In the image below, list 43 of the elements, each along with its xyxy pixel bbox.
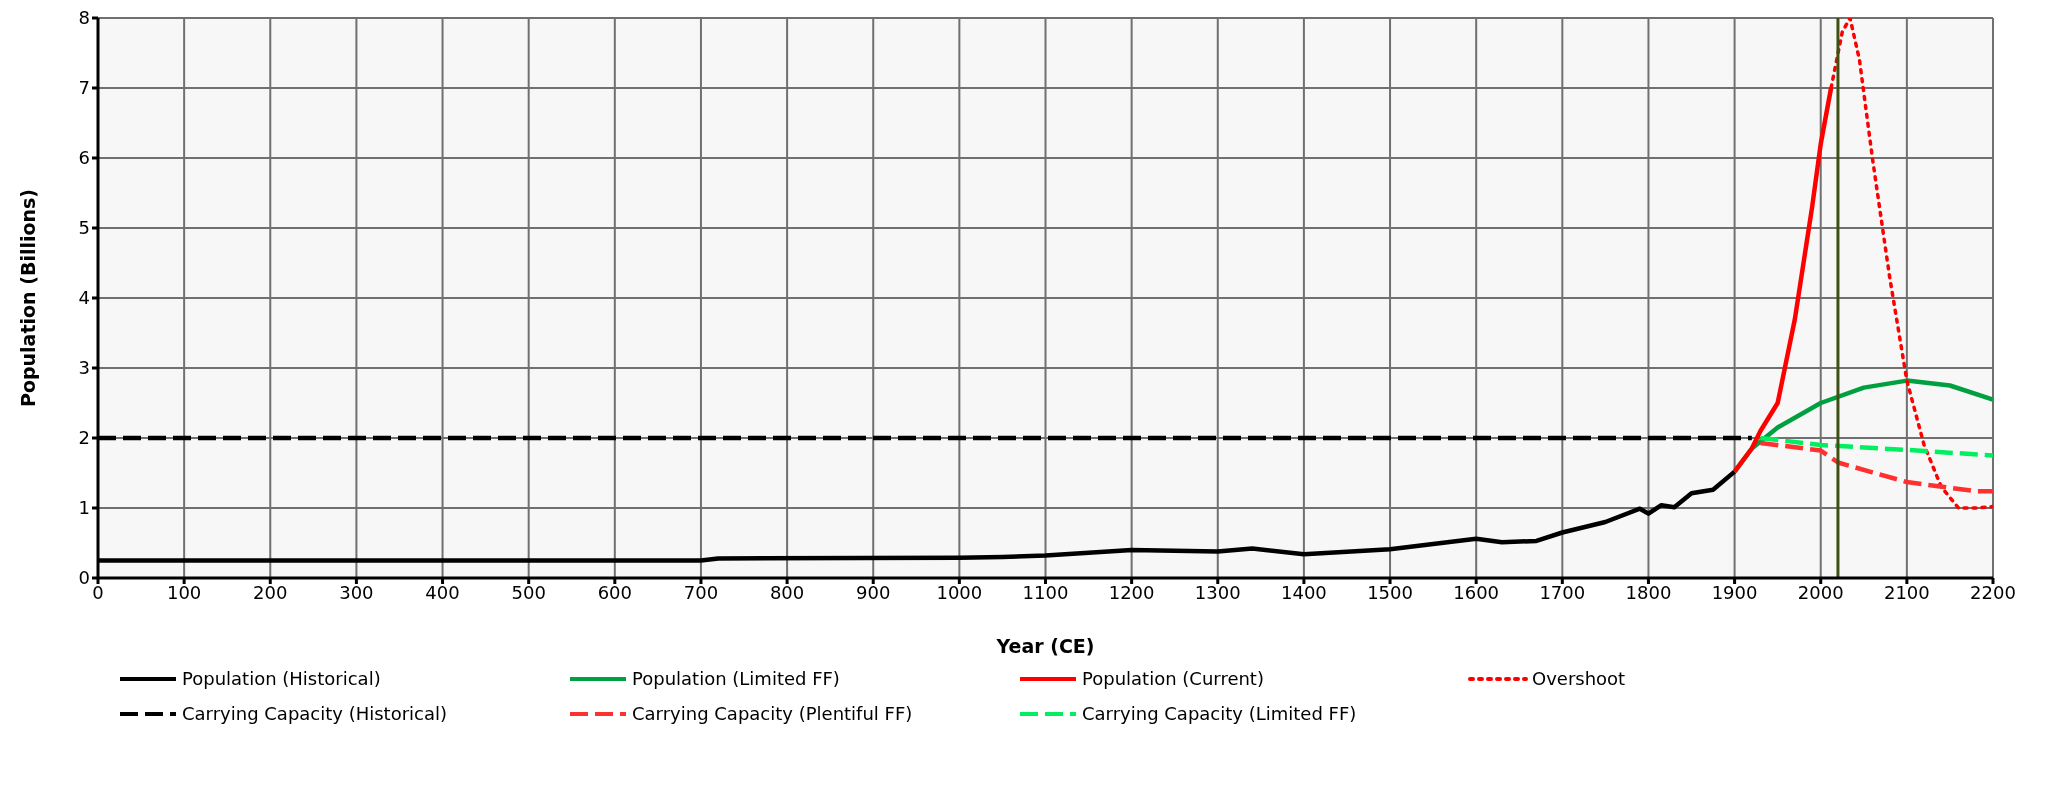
x-tick-label: 500	[511, 581, 546, 603]
line-series	[1758, 435, 1993, 458]
y-tick-label: 5	[78, 217, 90, 239]
y-axis-title: Population (Billions)	[16, 188, 39, 408]
x-tick-label: 600	[597, 581, 632, 603]
line-series	[1758, 440, 1993, 494]
legend-label: Carrying Capacity (Plentiful FF)	[632, 703, 913, 724]
x-tick-label: 1800	[1625, 581, 1672, 603]
x-tick-label: 1700	[1539, 581, 1586, 603]
y-tick-label: 0	[78, 567, 90, 589]
y-tick-label: 1	[78, 497, 90, 519]
legend-label: Carrying Capacity (Limited FF)	[1082, 703, 1357, 724]
x-tick-label: 1100	[1022, 581, 1069, 603]
x-tick-label: 2000	[1797, 581, 1844, 603]
x-tick-label: 0	[92, 581, 104, 603]
y-tick-label: 4	[78, 287, 90, 309]
legend-label: Carrying Capacity (Historical)	[182, 703, 448, 724]
x-tick-label: 1300	[1194, 581, 1241, 603]
x-tick-label: 2100	[1883, 581, 1930, 603]
x-tick-label: 100	[166, 581, 202, 603]
x-tick-label: 700	[683, 581, 719, 603]
y-tick-label: 7	[78, 77, 90, 99]
x-tick-label: 1000	[936, 581, 983, 603]
x-tick-label: 1400	[1281, 581, 1327, 603]
x-tick-label: 1500	[1367, 581, 1413, 603]
x-tick-label: 1900	[1711, 581, 1758, 603]
x-tick-label: 800	[769, 581, 805, 603]
x-tick-label: 300	[339, 581, 374, 603]
x-tick-label: 200	[253, 581, 288, 603]
y-tick-label: 6	[78, 147, 90, 169]
y-tick-label: 2	[78, 427, 90, 449]
x-tick-label: 2200	[1970, 581, 2016, 603]
x-tick-label: 400	[425, 581, 460, 603]
x-axis-title: Year (CE)	[995, 635, 1095, 657]
y-tick-label: 8	[78, 7, 90, 29]
x-tick-label: 1200	[1108, 581, 1155, 603]
legend-label: Population (Historical)	[182, 668, 381, 689]
x-tick-label: 900	[856, 581, 891, 603]
legend-label: Population (Current)	[1082, 668, 1264, 689]
x-tick-label: 1600	[1453, 581, 1500, 603]
legend-label: Overshoot	[1532, 668, 1626, 689]
legend-label: Population (Limited FF)	[632, 668, 840, 689]
y-tick-label: 3	[78, 357, 90, 379]
